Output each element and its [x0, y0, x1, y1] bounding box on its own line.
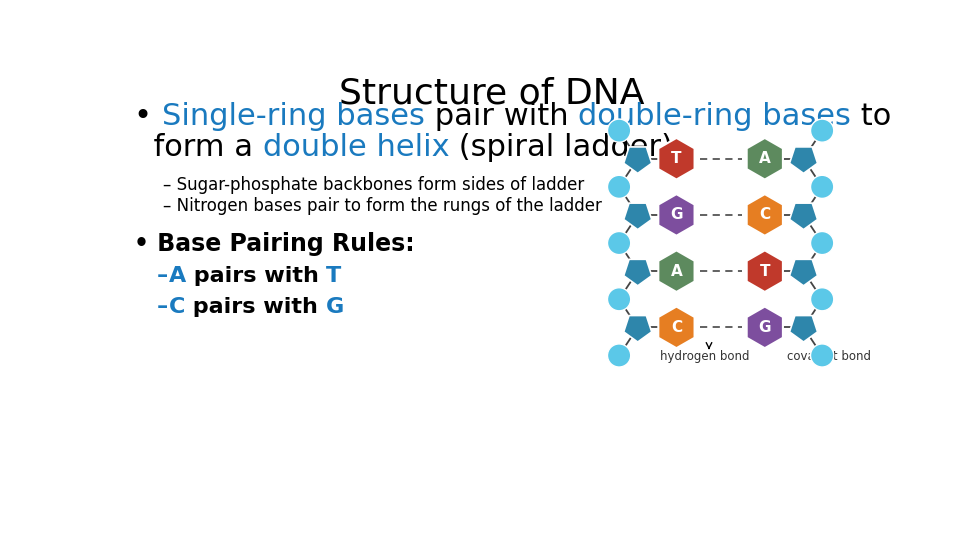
Circle shape [608, 344, 631, 367]
Text: G: G [758, 320, 771, 335]
Circle shape [810, 232, 834, 254]
Polygon shape [747, 138, 783, 179]
Text: C: C [759, 207, 770, 222]
Circle shape [810, 119, 834, 142]
Polygon shape [789, 203, 818, 230]
Text: form a: form a [134, 133, 263, 161]
Polygon shape [747, 194, 783, 236]
Text: T: T [671, 151, 682, 166]
Text: double-ring bases: double-ring bases [578, 102, 851, 131]
Polygon shape [789, 147, 818, 173]
Text: –: – [157, 297, 168, 317]
Text: covalent bond: covalent bond [787, 350, 871, 363]
Circle shape [608, 176, 631, 198]
Text: –: – [157, 266, 168, 286]
Text: T: T [759, 264, 770, 279]
Text: Single-ring bases: Single-ring bases [162, 102, 424, 131]
Text: – Nitrogen bases pair to form the rungs of the ladder: – Nitrogen bases pair to form the rungs … [162, 197, 602, 215]
Polygon shape [659, 194, 695, 236]
Text: double helix: double helix [263, 133, 449, 161]
Polygon shape [624, 147, 652, 173]
Text: G: G [670, 207, 683, 222]
Text: Structure of DNA: Structure of DNA [339, 76, 645, 110]
Text: to: to [851, 102, 891, 131]
Circle shape [608, 119, 631, 142]
Text: A: A [168, 266, 185, 286]
Text: pairs with: pairs with [185, 297, 325, 317]
Circle shape [608, 288, 631, 311]
Circle shape [810, 344, 834, 367]
Text: • Base Pairing Rules:: • Base Pairing Rules: [134, 232, 415, 256]
Text: C: C [168, 297, 185, 317]
Text: A: A [671, 264, 683, 279]
Polygon shape [659, 251, 695, 292]
Text: (spiral ladder): (spiral ladder) [449, 133, 673, 161]
Text: pairs with: pairs with [185, 266, 326, 286]
Polygon shape [659, 138, 695, 179]
Text: – Sugar-phosphate backbones form sides of ladder: – Sugar-phosphate backbones form sides o… [162, 176, 584, 193]
Polygon shape [747, 251, 783, 292]
Polygon shape [624, 203, 652, 230]
Polygon shape [789, 315, 818, 342]
Circle shape [810, 288, 834, 311]
Text: A: A [759, 151, 771, 166]
Polygon shape [624, 259, 652, 286]
Text: •: • [134, 102, 162, 131]
Polygon shape [747, 307, 783, 348]
Circle shape [608, 232, 631, 254]
Text: hydrogen bond: hydrogen bond [660, 350, 750, 363]
Circle shape [810, 176, 834, 198]
Text: T: T [326, 266, 342, 286]
Polygon shape [624, 315, 652, 342]
Text: pair with: pair with [424, 102, 578, 131]
Text: C: C [671, 320, 682, 335]
Polygon shape [789, 259, 818, 286]
Text: G: G [325, 297, 344, 317]
Polygon shape [659, 307, 695, 348]
